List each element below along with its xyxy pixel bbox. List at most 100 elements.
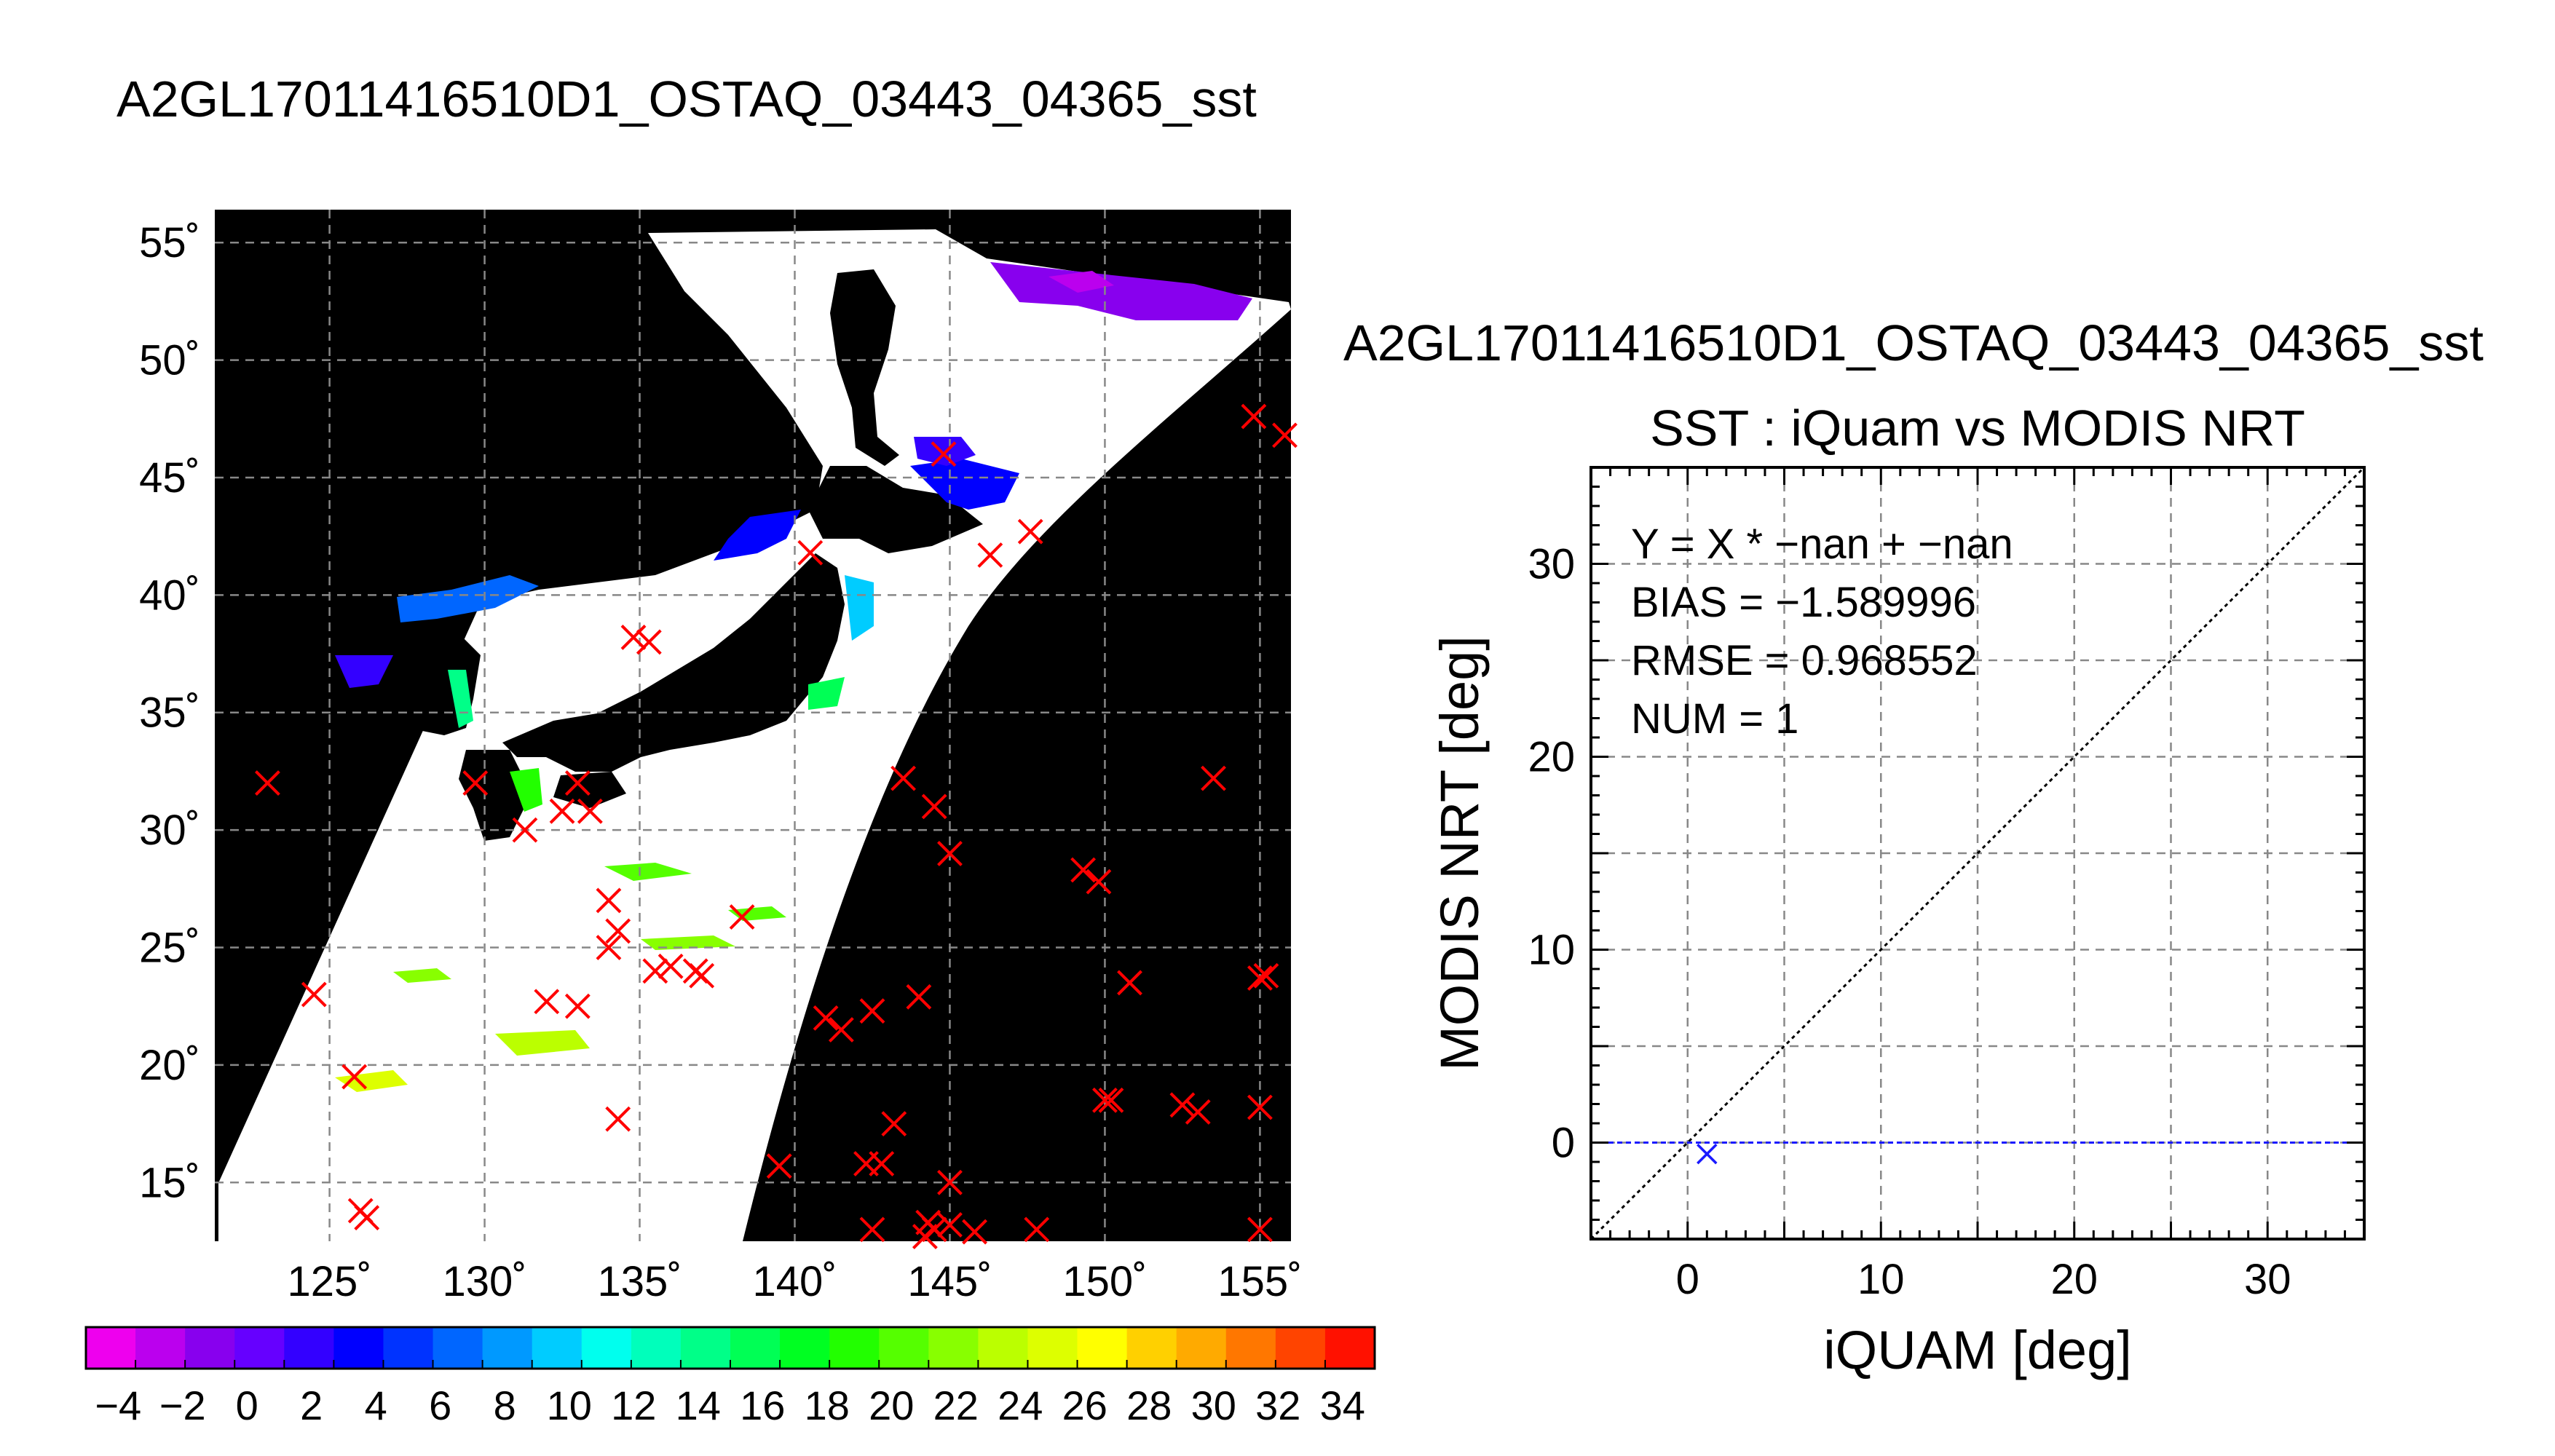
map-y-tick-label: 40˚ [139, 571, 200, 619]
map-marker [1024, 1216, 1050, 1243]
colorbar-bin [433, 1327, 483, 1369]
scatter-x-tick-label: 0 [1676, 1256, 1699, 1303]
map-marker [859, 1216, 885, 1243]
map-marker [462, 770, 489, 796]
colorbar-tick-label: 24 [998, 1382, 1043, 1428]
map-marker [549, 798, 575, 824]
map-marker [1086, 869, 1112, 895]
colorbar-bin [284, 1327, 334, 1369]
scatter-y-axis-label: MODIS NRT [deg] [1429, 636, 1490, 1071]
map-marker [577, 798, 603, 824]
map-marker [605, 918, 631, 944]
map-x-tick-label: 135˚ [597, 1258, 682, 1305]
land-hokkaido [808, 466, 983, 553]
map-x-tick-label: 150˚ [1062, 1258, 1147, 1305]
map-y-tick-label: 30˚ [139, 807, 200, 854]
colorbar-tick-label: −4 [95, 1382, 141, 1428]
map-marker [931, 441, 957, 467]
map-marker [1201, 765, 1226, 791]
map-marker [534, 989, 560, 1015]
sst-patch-tsushima [448, 670, 473, 728]
map-marker [1272, 422, 1298, 448]
land-kyushu [459, 750, 524, 841]
colorbar-tick-label: 28 [1126, 1382, 1172, 1428]
map-marker [797, 539, 824, 566]
scatter-annotation: Y = X * −nan + −nan [1631, 521, 2013, 568]
sst-patch-korea-east [397, 575, 539, 622]
land-shikoku [553, 772, 626, 808]
colorbar-bin [1324, 1327, 1375, 1369]
scatter-annotation: NUM = 1 [1631, 695, 1798, 743]
map-x-tick-label: 130˚ [443, 1258, 527, 1305]
colorbar-bin [680, 1327, 731, 1369]
map-marker [1070, 857, 1097, 883]
colorbar-bin [1275, 1327, 1326, 1369]
map-marker [869, 1151, 895, 1176]
scatter-y-tick-label: 30 [1528, 541, 1575, 588]
colorbar-tick-label: 30 [1191, 1382, 1236, 1428]
colorbar-tick-label: 12 [611, 1382, 656, 1428]
colorbar-bin [730, 1327, 781, 1369]
map-marker [977, 542, 1003, 568]
map-marker [254, 770, 280, 796]
map-y-tick-label: 45˚ [139, 454, 200, 502]
scatter-annotation: BIAS = −1.589996 [1631, 579, 1976, 626]
sst-patch-kyushu-green [510, 768, 542, 812]
map-x-tick-label: 140˚ [752, 1258, 837, 1305]
map-marker [891, 765, 916, 791]
colorbar-tick-label: 2 [300, 1382, 323, 1428]
map-marker [937, 841, 963, 866]
map-observation-markers [254, 403, 1298, 1249]
colorbar: −4 −2 0 2 4 6 8 10 12 14 16 18 20 22 24 26 28 30 32 34 [84, 1326, 1376, 1428]
map-marker [828, 1017, 854, 1042]
map-title: A2GL17011416510D1_OSTAQ_03443_04365_sst [117, 71, 1257, 127]
map-marker [921, 1216, 947, 1243]
map-x-tick-label: 125˚ [288, 1258, 372, 1305]
scatter-ticks: 0 10 20 30 0 10 20 30 [1528, 466, 2366, 1303]
colorbar-tick-label: −2 [159, 1382, 206, 1428]
colorbar-tick-label: 26 [1062, 1382, 1107, 1428]
map-marker [564, 770, 591, 796]
scatter-plot: 0 10 20 30 0 10 20 30 Y = X * −nan + −nan BIAS =… [1429, 466, 2366, 1380]
colorbar-tick-label: 14 [676, 1382, 721, 1428]
sst-patch-scatter-green [393, 968, 451, 983]
scatter-y-tick-label: 0 [1552, 1120, 1575, 1167]
colorbar-bin [631, 1327, 682, 1369]
scatter-x-axis-label: iQUAM [deg] [1823, 1320, 2132, 1380]
satellite-swath [218, 229, 1291, 1241]
sst-map: 125˚ 130˚ 135˚ 140˚ 145˚ 150˚ 155˚ 15˚ 20˚ 25˚ 30˚… [139, 210, 1302, 1305]
map-marker [689, 962, 715, 989]
colorbar-bin [383, 1327, 434, 1369]
map-marker [937, 1211, 963, 1238]
map-marker [564, 993, 591, 1019]
map-marker [596, 935, 622, 960]
map-marker [962, 1219, 987, 1245]
colorbar-bin [1176, 1327, 1227, 1369]
sst-patch-okhotsk-small [1049, 271, 1114, 293]
colorbar-tick-label: 0 [236, 1382, 258, 1428]
map-marker [1253, 962, 1279, 989]
sst-patch-honshu-south-green [808, 677, 845, 710]
scatter-marker [1697, 1143, 1718, 1165]
scatter-x-tick-label: 20 [2050, 1256, 2098, 1303]
map-marker [341, 1064, 368, 1090]
colorbar-bin [879, 1327, 929, 1369]
colorbar-tick-label: 20 [869, 1382, 914, 1428]
map-y-tick-label: 55˚ [139, 219, 200, 266]
colorbar-bin [978, 1327, 1028, 1369]
map-marker [881, 1111, 907, 1137]
colorbar-bin [185, 1327, 235, 1369]
scatter-x-tick-label: 30 [2244, 1256, 2291, 1303]
map-marker [1169, 1092, 1196, 1118]
colorbar-bin [234, 1327, 285, 1369]
colorbar-bin [829, 1327, 880, 1369]
map-marker [859, 998, 885, 1024]
scatter-y-tick-label: 10 [1528, 927, 1575, 974]
colorbar-bin [780, 1327, 830, 1369]
colorbar-bin [1077, 1327, 1128, 1369]
colorbar-bin [1027, 1327, 1078, 1369]
scatter-title: SST : iQuam vs MODIS NRT [1650, 400, 2305, 456]
map-marker [596, 887, 622, 914]
map-marker [354, 1205, 380, 1231]
